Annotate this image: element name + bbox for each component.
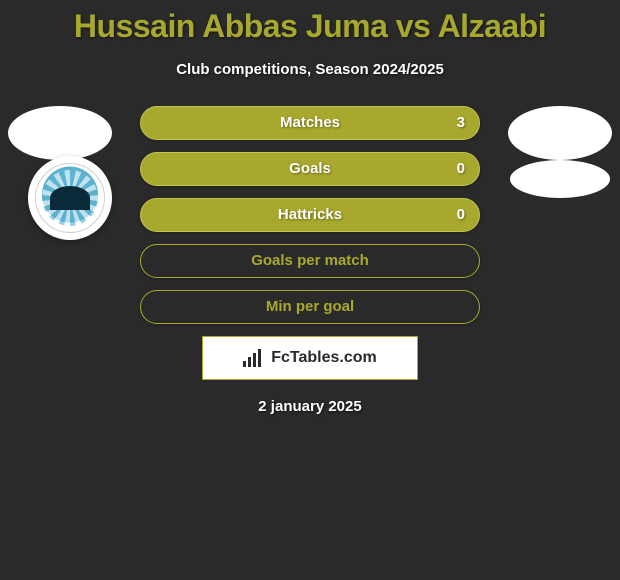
- stats-area: Matches 3 Goals 0 Hattricks 0 Goals per …: [0, 106, 620, 415]
- stat-label: Goals: [289, 153, 331, 185]
- player-left-club-badge: [28, 156, 112, 240]
- stat-label: Matches: [280, 107, 340, 139]
- stat-label: Min per goal: [266, 291, 354, 323]
- stat-row-goals-per-match: Goals per match: [140, 244, 480, 278]
- stat-label: Goals per match: [251, 245, 369, 277]
- stat-row-goals: Goals 0: [140, 152, 480, 186]
- club-badge-icon: [35, 163, 105, 233]
- subtitle: Club competitions, Season 2024/2025: [0, 61, 620, 78]
- page-title: Hussain Abbas Juma vs Alzaabi: [0, 0, 620, 45]
- player-right-club-badge-placeholder: [510, 160, 610, 198]
- footer-brand-text: FcTables.com: [271, 349, 377, 367]
- stat-value: 0: [457, 153, 465, 185]
- stat-label: Hattricks: [278, 199, 342, 231]
- stat-rows: Matches 3 Goals 0 Hattricks 0 Goals per …: [140, 106, 480, 324]
- stat-value: 0: [457, 199, 465, 231]
- date-label: 2 january 2025: [0, 398, 620, 415]
- footer-brand-box: FcTables.com: [202, 336, 418, 380]
- player-right-avatar-placeholder: [508, 106, 612, 160]
- stat-row-matches: Matches 3: [140, 106, 480, 140]
- stat-row-hattricks: Hattricks 0: [140, 198, 480, 232]
- player-left-avatar-placeholder: [8, 106, 112, 160]
- bar-chart-icon: [243, 349, 265, 367]
- stat-value: 3: [457, 107, 465, 139]
- stat-row-min-per-goal: Min per goal: [140, 290, 480, 324]
